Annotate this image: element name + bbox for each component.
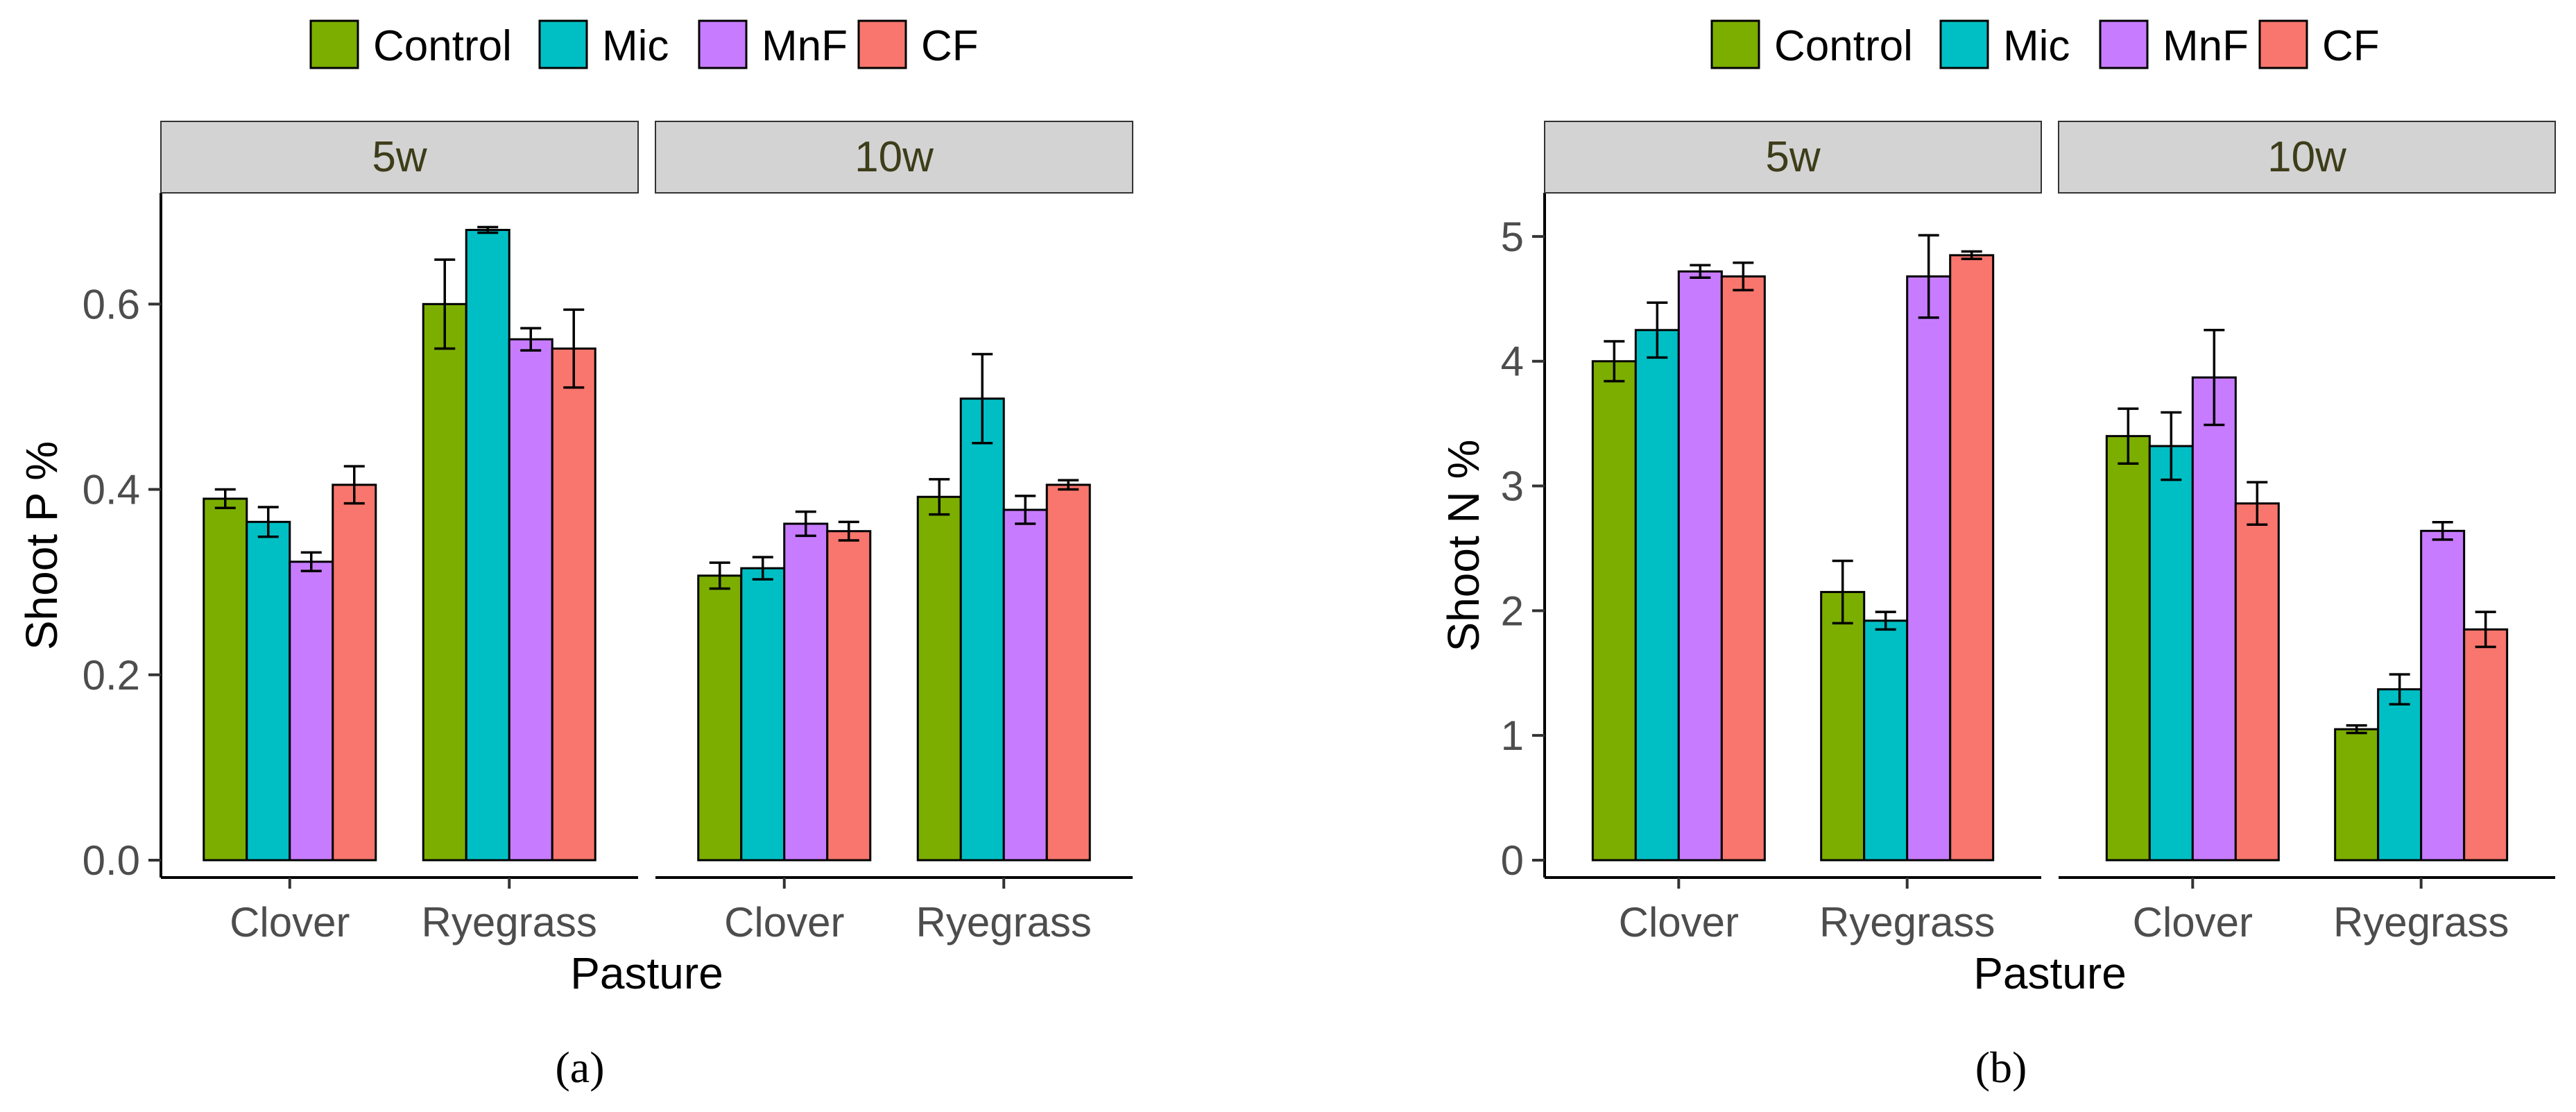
bar-control [422,302,467,862]
legend-swatch-control [309,19,359,69]
bar-mnf [1677,270,1723,862]
x-tick-label: Clover [2133,899,2253,946]
panel-label: (b) [1975,1043,2027,1092]
y-tick-label: 0.4 [83,467,140,513]
legend: Control Mic MnF CF [1710,19,2380,70]
bar-mic [959,397,1005,862]
legend-swatch-cf [857,19,907,69]
bar-cf [1949,254,1995,862]
bar-control [2105,435,2151,862]
bar-cf [332,484,377,862]
bar-cf [2234,502,2280,862]
bar-mic [465,228,510,862]
facet-10w: 10w Clover Ryegrass [2058,121,2556,946]
bar-control [1591,360,1637,862]
facet-strip-label: 5w [372,133,427,181]
bar-mic [740,567,786,862]
bar-mnf [508,338,553,862]
legend-label-control: Control [1774,22,1913,70]
legend-label-mnf: MnF [762,22,848,70]
facet-strip [655,121,1133,194]
facet-10w: 10w Clover Ryegrass [655,121,1133,946]
y-tick-label: 0.6 [83,281,140,327]
bar-control [916,495,962,862]
facet-strip [160,121,639,194]
x-axis-title: Pasture [1973,948,2127,998]
bar-mnf [2420,529,2466,862]
x-axis-title: Pasture [570,948,723,998]
legend-swatch-mnf [698,19,748,69]
y-axis-title: Shoot N % [1439,440,1488,652]
bar-cf [826,530,872,862]
y-tick-label: 0.2 [83,652,140,699]
y-tick-label: 0 [1501,837,1524,884]
panel-label: (a) [555,1043,604,1092]
facet-strip [2058,121,2556,194]
bar-mic [1634,329,1680,862]
bar-cf [1720,275,1766,862]
legend-label-mic: Mic [2003,22,2070,70]
legend-swatch-mic [1939,19,1989,69]
legend-label-control: Control [373,22,512,70]
bar-control [1820,590,1866,862]
x-tick-label: Clover [724,899,844,946]
bar-mic [1863,619,1909,862]
x-tick-label: Ryegrass [2333,899,2509,946]
legend-label-mic: Mic [602,22,669,70]
bar-control [697,574,743,862]
bar-mnf [289,561,334,862]
bar-control [2334,728,2380,862]
facet-strip [1544,121,2042,194]
bar-cf [551,347,596,862]
facet-5w: 5w Clover Ryegrass [160,121,639,946]
y-tick-label: 2 [1501,588,1524,634]
facet-strip-label: 10w [2267,133,2346,181]
y-tick-label: 5 [1501,214,1524,260]
bar-control [203,497,248,862]
y-tick-label: 1 [1501,712,1524,759]
legend-swatch-mnf [2099,19,2149,69]
legend-label-cf: CF [2322,22,2380,70]
y-tick-label: 3 [1501,463,1524,510]
x-tick-label: Ryegrass [916,899,1092,946]
chart-panel-b: Control Mic MnF CF 0 1 2 3 4 5 Shoot N % 5w Clover Ry… [1439,19,2556,1092]
legend-swatch-mic [538,19,588,69]
y-tick-label: 4 [1501,339,1524,385]
bar-mnf [1002,508,1048,862]
x-tick-label: Ryegrass [1819,899,1995,946]
chart-panel-a: Control Mic MnF CF 0.0 0.2 0.4 0.6 Shoot P % 5w Cl… [17,19,1133,1092]
legend-swatch-cf [2258,19,2308,69]
y-axis-title: Shoot P % [17,441,67,650]
legend-label-mnf: MnF [2163,22,2249,70]
bar-mic [246,520,291,862]
x-tick-label: Ryegrass [422,899,597,946]
legend-swatch-control [1710,19,1760,69]
facet-5w: 5w Clover Ryegrass [1544,121,2042,946]
facet-strip-label: 10w [855,133,934,181]
bar-cf [2463,628,2509,862]
bar-mnf [783,522,829,862]
bar-mnf [2191,376,2237,862]
x-tick-label: Clover [230,899,350,946]
x-tick-label: Clover [1619,899,1739,946]
bar-mnf [1906,275,1952,862]
bar-mic [2148,445,2194,862]
bar-mic [2377,688,2423,862]
y-tick-label: 0.0 [83,837,140,884]
bar-cf [1045,484,1091,862]
legend-label-cf: CF [921,22,979,70]
legend: Control Mic MnF CF [309,19,979,70]
facet-strip-label: 5w [1765,133,1820,181]
